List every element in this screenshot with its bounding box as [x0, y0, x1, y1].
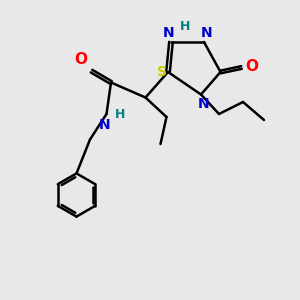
Text: S: S — [157, 65, 166, 79]
Text: N: N — [201, 26, 212, 40]
Text: N: N — [163, 26, 174, 40]
Text: O: O — [75, 52, 88, 68]
Text: H: H — [115, 107, 125, 121]
Text: N: N — [98, 118, 110, 132]
Text: O: O — [245, 59, 258, 74]
Text: H: H — [179, 20, 190, 33]
Text: N: N — [198, 98, 209, 112]
